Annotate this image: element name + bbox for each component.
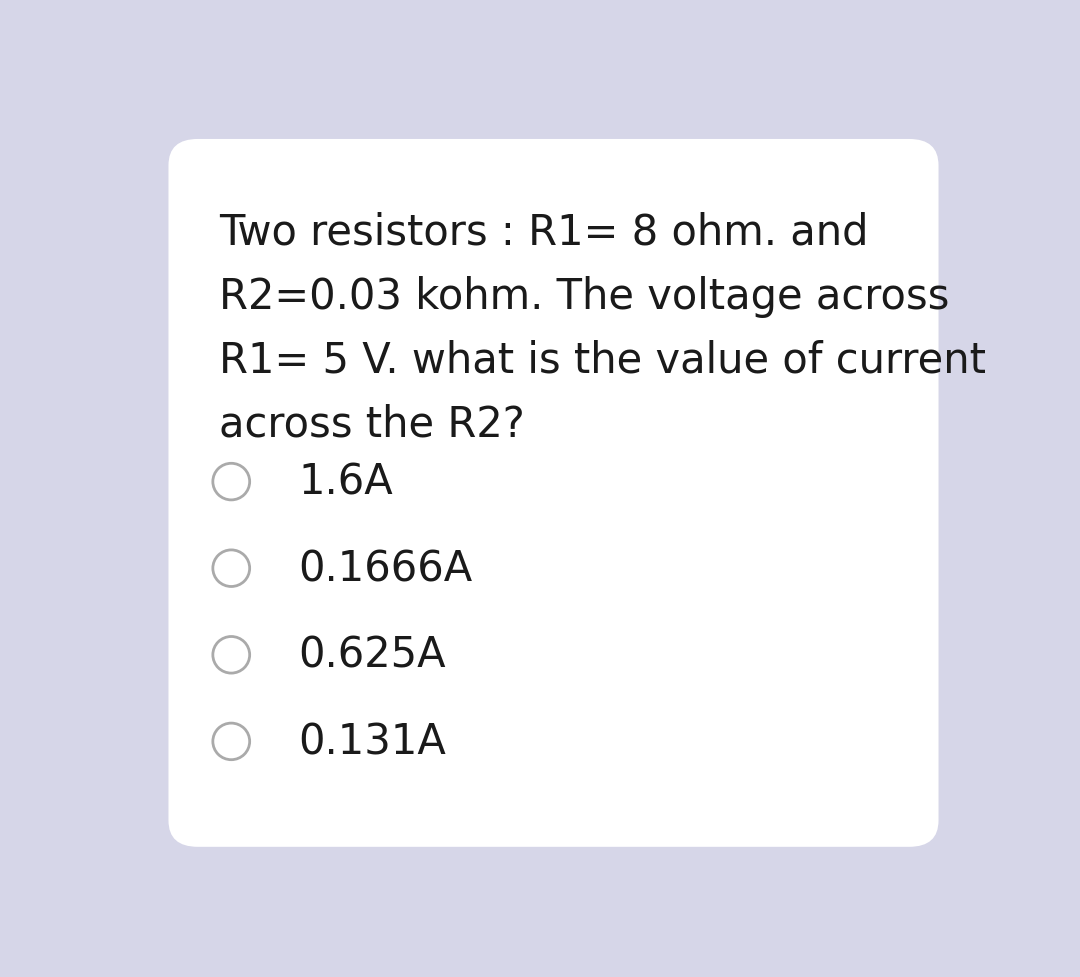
Text: R2=0.03 kohm. The voltage across: R2=0.03 kohm. The voltage across — [218, 276, 949, 318]
Text: Two resistors : R1= 8 ohm. and: Two resistors : R1= 8 ohm. and — [218, 211, 868, 253]
Text: 0.131A: 0.131A — [298, 721, 446, 763]
Text: 1.6A: 1.6A — [298, 461, 393, 503]
Text: R1= 5 V. what is the value of current: R1= 5 V. what is the value of current — [218, 339, 986, 381]
Text: across the R2?: across the R2? — [218, 404, 525, 446]
Text: 0.1666A: 0.1666A — [298, 548, 472, 589]
Text: 0.625A: 0.625A — [298, 634, 446, 676]
FancyBboxPatch shape — [168, 140, 939, 847]
